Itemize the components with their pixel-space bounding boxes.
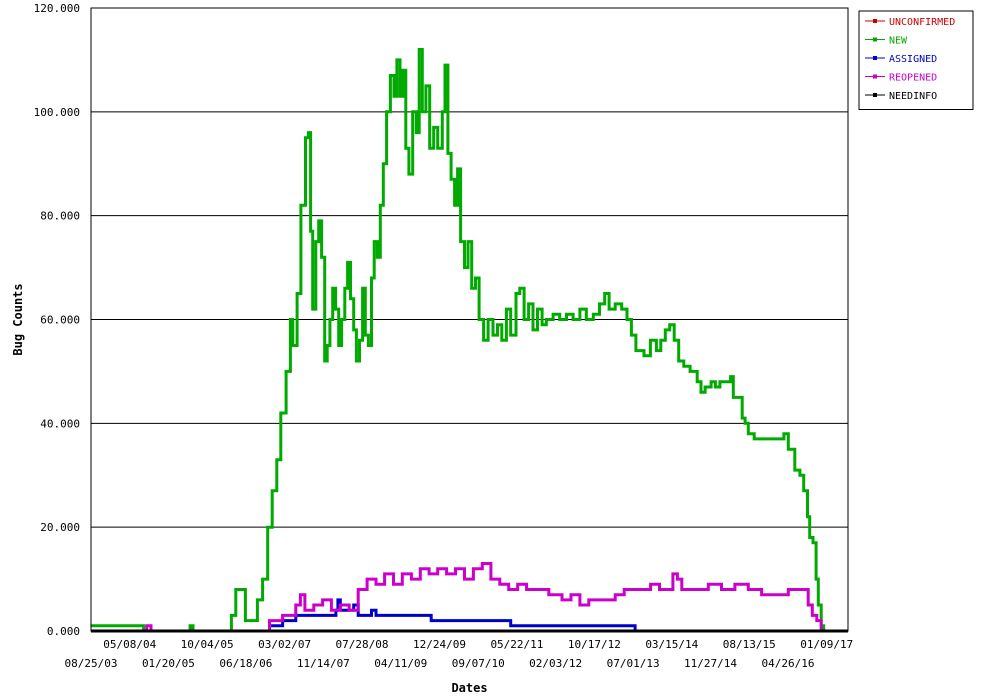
y-tick-label: 80.000 — [40, 210, 80, 223]
legend-marker-reopened — [873, 74, 877, 79]
series-line-new — [91, 48, 826, 633]
x-tick-label-bottom: 01/20/05 — [142, 657, 195, 670]
legend-marker-assigned — [873, 56, 877, 60]
x-tick-label-top: 12/24/09 — [413, 638, 466, 651]
x-tick-label-bottom: 11/14/07 — [297, 657, 350, 670]
legend-label-unconfirmed: UNCONFIRMED — [889, 17, 955, 28]
y-tick-label: 0.000 — [47, 625, 80, 638]
legend: UNCONFIRMED NEW ASSIGNED REOPENED NEEDINFO — [858, 10, 974, 110]
legend-label-needinfo: NEEDINFO — [889, 91, 937, 102]
plot-frame — [90, 7, 849, 632]
x-tick-label-bottom: 07/01/13 — [607, 657, 660, 670]
legend-label-assigned: ASSIGNED — [889, 54, 937, 65]
y-tick-label: 20.000 — [40, 521, 80, 534]
x-tick-label-bottom: 04/26/16 — [761, 657, 814, 670]
x-tick-label-top: 01/09/17 — [800, 638, 853, 651]
legend-marker-unconfirmed — [873, 19, 877, 23]
y-tick-label: 60.000 — [40, 314, 80, 327]
x-tick-label-top: 08/13/15 — [723, 638, 776, 651]
x-axis-title: Dates — [451, 681, 487, 695]
x-tick-label-top: 03/15/14 — [645, 638, 698, 651]
x-tick-label-bottom: 08/25/03 — [65, 657, 118, 670]
x-tick-label-bottom: 04/11/09 — [374, 657, 427, 670]
x-tick-label-bottom: 06/18/06 — [219, 657, 272, 670]
x-tick-label-top: 07/28/08 — [336, 638, 389, 651]
y-tick-label: 100.000 — [34, 106, 80, 119]
x-tick-label-bottom: 09/07/10 — [452, 657, 505, 670]
legend-label-new: NEW — [889, 36, 908, 47]
series-line-reopened — [91, 562, 848, 633]
y-axis-title: Bug Counts — [11, 283, 25, 355]
x-tick-label-bottom: 11/27/14 — [684, 657, 737, 670]
series-lines — [91, 48, 848, 633]
x-tick-label-top: 10/04/05 — [181, 638, 234, 651]
legend-marker-new — [873, 37, 877, 42]
x-tick-label-top: 05/22/11 — [490, 638, 543, 651]
x-tick-label-bottom: 02/03/12 — [529, 657, 582, 670]
grid-lines — [91, 111, 848, 528]
x-tick-label-top: 05/08/04 — [103, 638, 156, 651]
series-line-assigned — [91, 598, 848, 633]
x-tick-label-top: 10/17/12 — [568, 638, 621, 651]
y-tick-label: 40.000 — [40, 417, 80, 430]
x-tick-labels: 08/25/03 01/20/05 06/18/06 11/14/07 04/11/09… — [65, 638, 854, 670]
y-tick-labels: 0.000 20.000 40.000 60.000 80.000 100.000 120.… — [34, 2, 80, 638]
legend-box — [858, 10, 974, 110]
legend-marker-needinfo — [873, 93, 877, 97]
x-tick-label-top: 03/02/07 — [258, 638, 311, 651]
legend-label-reopened: REOPENED — [889, 73, 937, 84]
y-tick-label: 120.000 — [34, 2, 80, 15]
